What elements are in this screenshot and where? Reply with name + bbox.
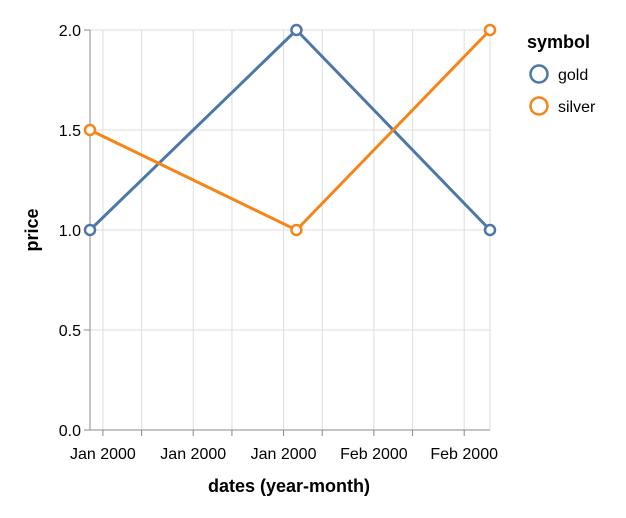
x-tick-label: Jan 2000	[251, 446, 317, 463]
data-point-silver	[83, 123, 97, 137]
legend-label-gold: gold	[558, 67, 588, 84]
y-axis-title: price	[22, 208, 42, 251]
x-axis-title: dates (year-month)	[208, 476, 370, 496]
y-tick-label: 0.5	[59, 323, 81, 340]
legend-title: symbol	[527, 32, 590, 52]
y-tick-label: 1.0	[59, 223, 81, 240]
y-tick-label: 0.0	[59, 423, 81, 440]
data-point-gold	[83, 223, 97, 237]
x-tick-label: Feb 2000	[340, 446, 408, 463]
data-point-gold	[483, 223, 497, 237]
tick-labels: 0.0 0.5 1.0 1.5 2.0 Jan 2000 Jan 2000 Jan 2000 F…	[59, 23, 498, 463]
x-tick-label: Jan 2000	[70, 446, 136, 463]
y-tick-label: 1.5	[59, 123, 81, 140]
series-points	[83, 23, 497, 237]
legend-symbol-gold	[529, 64, 549, 84]
y-tick-label: 2.0	[59, 23, 81, 40]
data-point-silver	[483, 23, 497, 37]
legend-symbol-silver	[529, 96, 549, 116]
x-tick-label: Feb 2000	[430, 446, 498, 463]
data-point-silver	[290, 223, 303, 237]
data-point-gold	[290, 23, 303, 37]
legend-label-silver: silver	[558, 99, 596, 116]
grid	[90, 29, 491, 431]
legend: symbol gold silver	[527, 32, 596, 116]
x-tick-label: Jan 2000	[160, 446, 226, 463]
